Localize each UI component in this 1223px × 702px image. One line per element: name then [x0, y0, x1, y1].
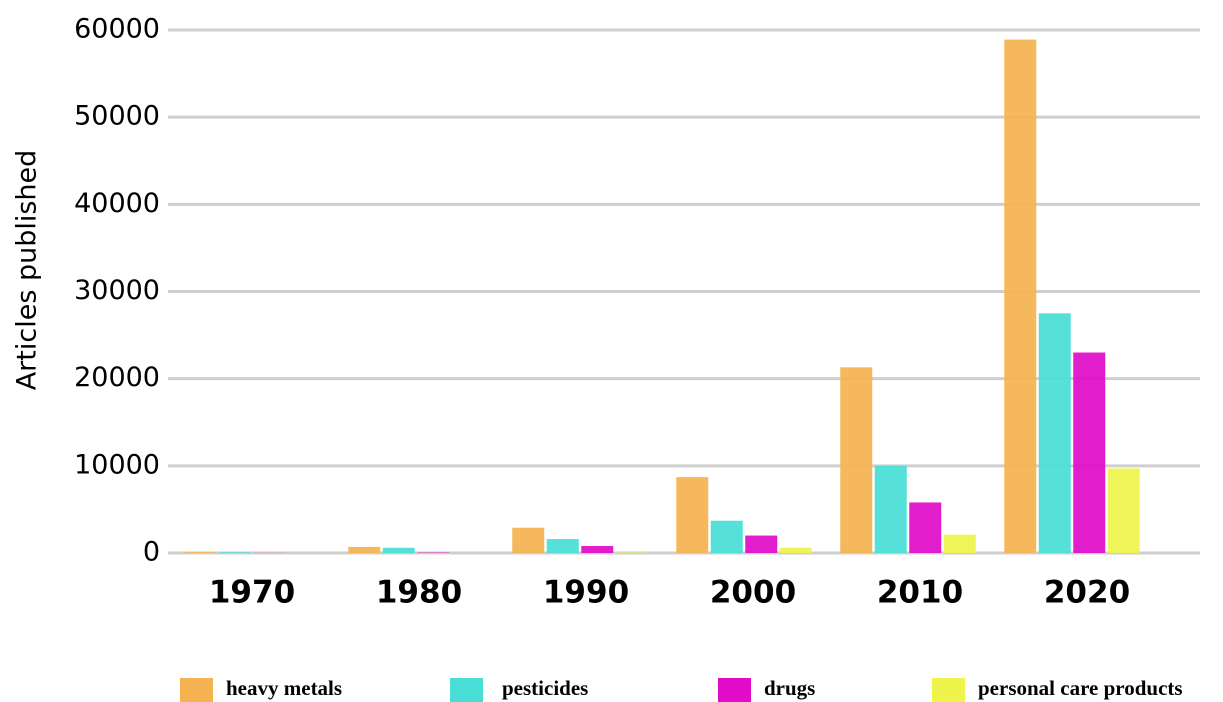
legend-label: drugs	[764, 676, 815, 700]
bar	[943, 534, 976, 553]
bar	[184, 552, 217, 553]
bar	[1107, 468, 1140, 553]
bar	[745, 535, 778, 553]
bar	[710, 520, 743, 553]
y-axis-label: Articles published	[12, 150, 43, 391]
legend-swatch	[932, 678, 965, 702]
bar	[218, 552, 251, 553]
legend-label: heavy metals	[226, 676, 342, 700]
y-tick-label: 0	[143, 537, 160, 568]
y-tick-label: 40000	[74, 188, 160, 219]
bar	[1004, 39, 1037, 554]
x-tick-label: 1980	[376, 575, 462, 611]
x-tick-label: 2010	[877, 575, 963, 611]
x-tick-label: 1970	[209, 575, 295, 611]
y-tick-label: 10000	[74, 449, 160, 480]
y-tick-label: 30000	[74, 275, 160, 306]
legend-swatch	[718, 678, 751, 702]
bar	[874, 465, 907, 553]
bar	[909, 502, 942, 553]
bar	[348, 546, 381, 553]
bar	[779, 547, 812, 553]
x-tick-label: 2000	[710, 575, 796, 611]
bar	[581, 546, 614, 553]
legend-swatch	[450, 678, 483, 702]
bar	[382, 547, 415, 553]
bar	[546, 539, 579, 553]
y-tick-label: 20000	[74, 362, 160, 393]
y-tick-label: 60000	[74, 14, 160, 45]
bar	[840, 367, 873, 553]
legend-swatch	[180, 678, 213, 702]
x-tick-label: 2020	[1044, 575, 1130, 611]
legend-label: pesticides	[502, 676, 588, 700]
legend-label: personal care products	[978, 676, 1183, 700]
y-tick-label: 50000	[74, 101, 160, 132]
x-tick-label: 1990	[543, 575, 629, 611]
bar	[1038, 313, 1071, 553]
bar	[676, 477, 709, 553]
bar	[1073, 352, 1106, 553]
bar	[512, 527, 545, 553]
